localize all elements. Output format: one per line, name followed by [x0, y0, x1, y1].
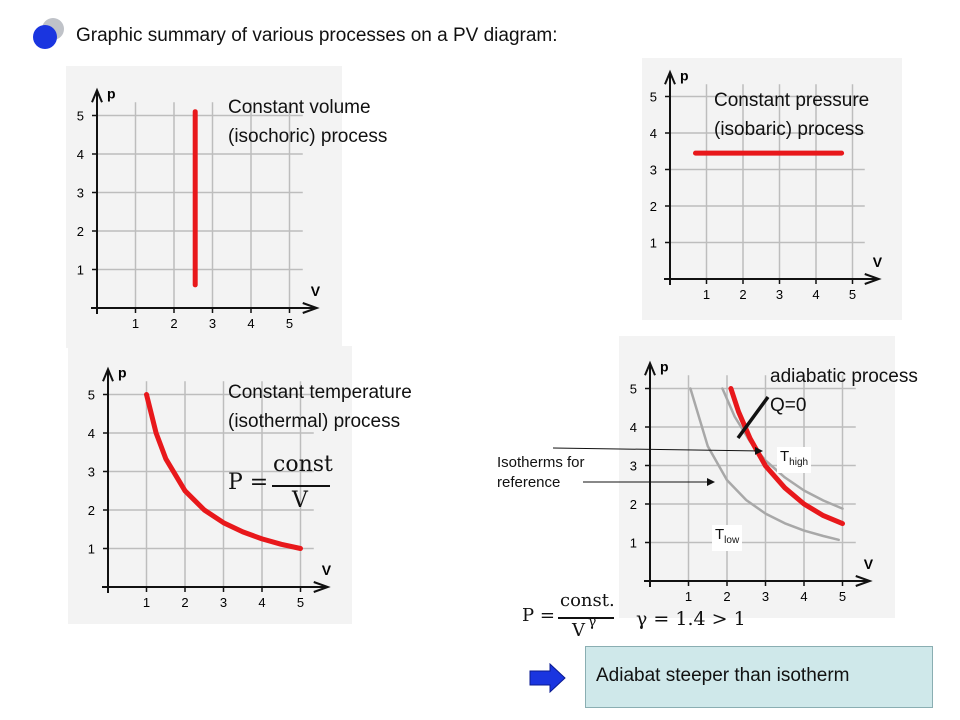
x-tick-label: 4 [800, 589, 807, 604]
x-tick-label: 4 [258, 595, 265, 610]
y-tick-label: 1 [630, 536, 637, 551]
x-tick-label: 2 [723, 589, 730, 604]
y-axis-label: p [107, 85, 116, 101]
x-tick-label: 3 [762, 589, 769, 604]
x-tick-label: 3 [209, 316, 216, 331]
x-tick-label: 1 [132, 316, 139, 331]
x-axis-label: V [322, 562, 332, 578]
y-tick-label: 5 [77, 109, 84, 124]
y-axis-arrow [644, 360, 656, 376]
x-tick-label: 2 [181, 595, 188, 610]
y-tick-label: 3 [630, 459, 637, 474]
t-high-label: Thigh [777, 447, 812, 473]
x-tick-label: 4 [812, 287, 819, 302]
x-tick-label: 3 [220, 595, 227, 610]
x-axis-label: V [873, 254, 883, 270]
y-tick-label: 2 [77, 224, 84, 239]
bullet-icon [33, 18, 64, 49]
x-axis-label: V [311, 283, 321, 299]
isobaric-plot: 1 2 3 4 5 1 2 3 4 5 Vp [642, 58, 902, 320]
x-tick-label: 3 [776, 287, 783, 302]
isotherm-curve [721, 387, 844, 510]
x-tick-label: 1 [143, 595, 150, 610]
isotherm-curve [689, 387, 840, 542]
x-tick-label: 2 [170, 316, 177, 331]
y-tick-label: 5 [88, 388, 95, 403]
y-tick-label: 3 [88, 465, 95, 480]
y-axis-arrow [91, 87, 103, 103]
y-tick-label: 2 [88, 503, 95, 518]
gamma-formula: γ = 1.4 > 1 [636, 608, 746, 630]
isothermal-formula: P = const V [228, 452, 333, 513]
x-tick-label: 5 [297, 595, 304, 610]
y-axis-arrow [664, 69, 676, 85]
x-axis-label: V [864, 556, 874, 572]
x-axis-arrow [313, 581, 331, 593]
y-tick-label: 4 [630, 420, 637, 435]
x-axis-arrow [302, 302, 320, 314]
x-axis-arrow [864, 273, 882, 285]
isotherms-reference-label: Isotherms for reference [497, 454, 585, 491]
y-tick-label: 4 [88, 426, 95, 441]
adiabatic-plot: 1 2 3 4 5 1 2 3 4 5 Vp [619, 336, 895, 618]
x-tick-label: 5 [839, 589, 846, 604]
y-tick-label: 4 [77, 147, 84, 162]
y-tick-label: 1 [650, 236, 657, 251]
isotherm-high-arrow [552, 446, 763, 455]
isochoric-label: Constant volume (isochoric) process [228, 97, 388, 147]
x-tick-label: 4 [247, 316, 254, 331]
x-tick-label: 5 [849, 287, 856, 302]
x-axis-arrow [855, 575, 873, 587]
y-axis-label: p [680, 67, 689, 83]
process-line [728, 386, 845, 527]
y-tick-label: 3 [77, 186, 84, 201]
isothermal-label: Constant temperature (isothermal) proces… [228, 382, 412, 432]
x-tick-label: 5 [286, 316, 293, 331]
y-tick-label: 1 [77, 263, 84, 278]
y-tick-label: 4 [650, 126, 657, 141]
y-axis-label: p [118, 364, 127, 380]
y-axis-label: p [660, 358, 669, 374]
y-tick-label: 2 [650, 199, 657, 214]
arrow-right-icon [529, 663, 566, 693]
y-tick-label: 1 [88, 542, 95, 557]
isochoric-plot: 1 2 3 4 5 1 2 3 4 5 Vp [66, 66, 342, 348]
adiabatic-formula: P = const. V γ [522, 590, 615, 641]
t-low-label: Tlow [712, 525, 743, 551]
x-tick-label: 1 [685, 589, 692, 604]
page-title: Graphic summary of various processes on … [76, 25, 558, 46]
y-tick-label: 5 [630, 382, 637, 397]
y-tick-label: 2 [630, 497, 637, 512]
y-tick-label: 3 [650, 163, 657, 178]
x-tick-label: 1 [703, 287, 710, 302]
conclusion-box: Adiabat steeper than isotherm [585, 646, 933, 708]
y-axis-arrow [102, 366, 114, 382]
isobaric-label: Constant pressure (isobaric) process [714, 90, 870, 140]
x-tick-label: 2 [739, 287, 746, 302]
y-tick-label: 5 [650, 90, 657, 105]
process-line [144, 392, 303, 551]
adiabat-pointer [736, 395, 770, 440]
adiabatic-label: adiabatic process Q=0 [770, 366, 918, 416]
